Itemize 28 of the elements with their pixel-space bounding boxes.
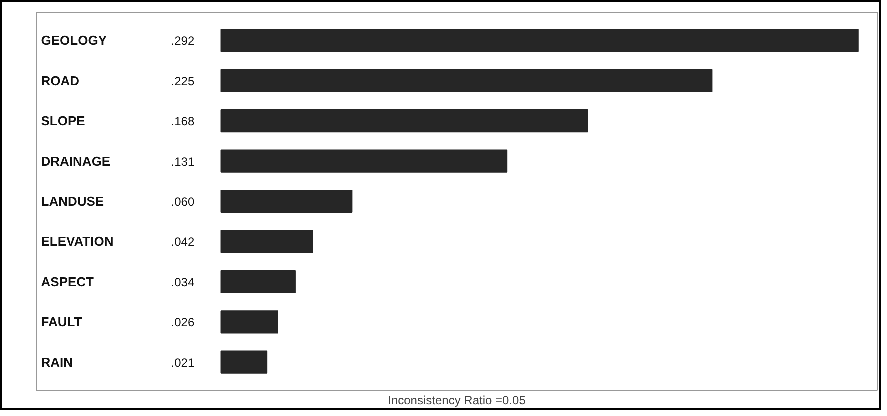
- data-label: .060: [171, 195, 195, 209]
- data-label: .225: [171, 74, 195, 88]
- data-label: .131: [171, 154, 195, 169]
- y-tick-label: ROAD: [41, 73, 80, 88]
- text: Inconsistency Ratio =0.05: [388, 394, 526, 408]
- y-tick-label: DRAINAGE: [41, 154, 111, 169]
- data-label: .168: [171, 114, 195, 129]
- y-tick-label: LANDUSE: [41, 194, 104, 209]
- bar: [220, 270, 296, 294]
- bar: [220, 190, 353, 214]
- y-tick-label: ASPECT: [41, 274, 94, 290]
- y-tick-label: SLOPE: [41, 114, 86, 129]
- data-label: .026: [171, 316, 195, 330]
- bar: [220, 230, 314, 254]
- bar: [220, 29, 859, 52]
- y-tick-label: GEOLOGY: [41, 33, 108, 48]
- data-label: .034: [171, 275, 195, 290]
- bar: [220, 310, 278, 334]
- bar: [220, 110, 588, 133]
- bar: [220, 150, 508, 173]
- y-tick-label: FAULT: [41, 314, 82, 330]
- data-label: .042: [171, 235, 195, 250]
- y-tick-label: ELEVATION: [41, 234, 114, 250]
- bar: [220, 69, 713, 92]
- data-label: .292: [171, 34, 195, 48]
- bar: [220, 350, 268, 374]
- data-label: .021: [171, 356, 195, 370]
- y-tick-label: RAIN: [41, 354, 74, 370]
